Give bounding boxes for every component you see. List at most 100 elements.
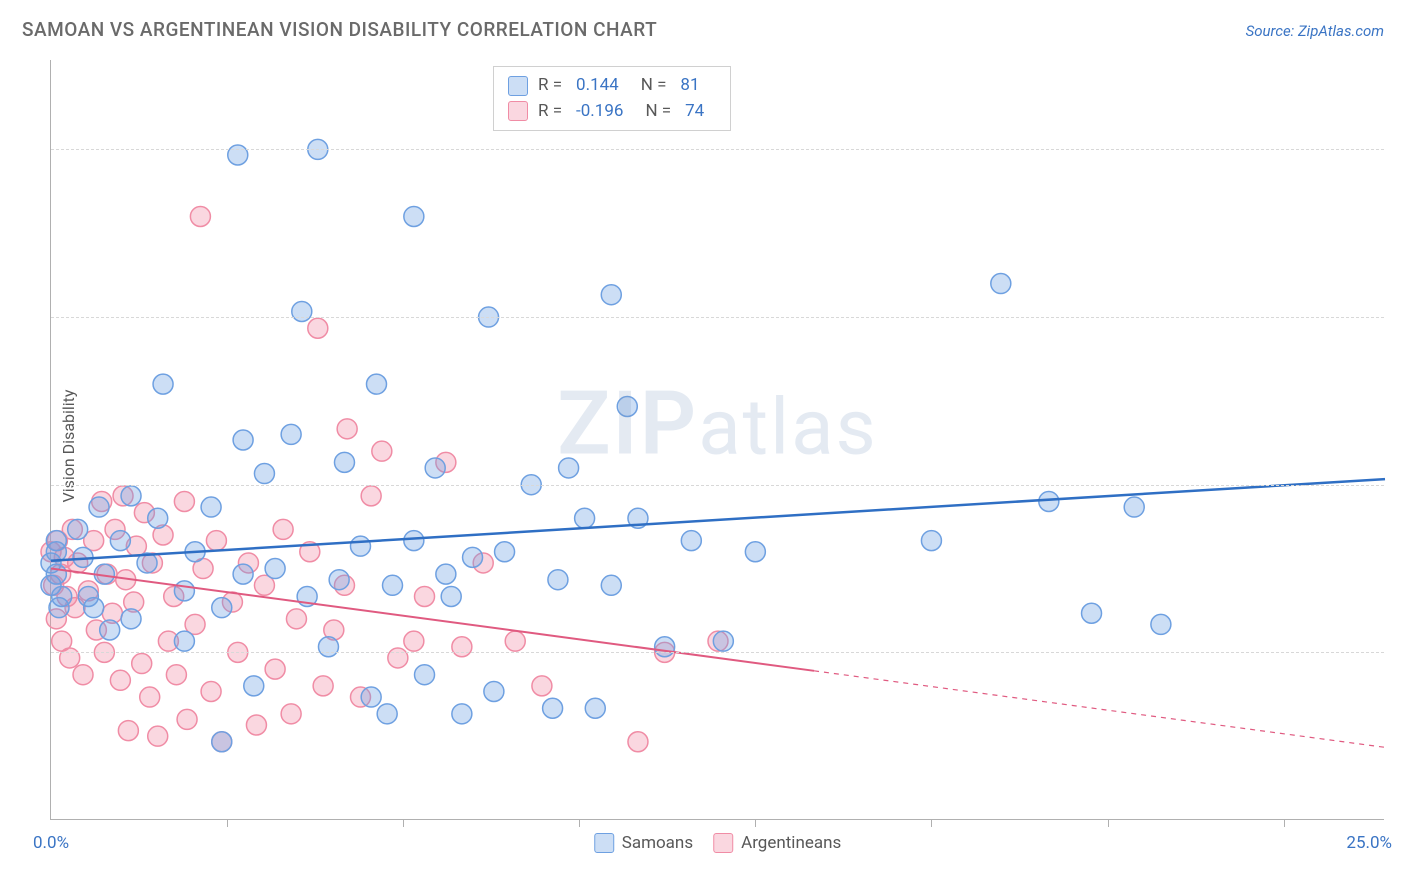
y-tick-label: 6.0% (1394, 139, 1406, 159)
scatter-point (73, 665, 93, 685)
scatter-point (921, 531, 941, 551)
scatter-point (1039, 491, 1059, 511)
scatter-point (559, 458, 579, 478)
trendline-solid (51, 569, 814, 671)
chart-container: SAMOAN VS ARGENTINEAN VISION DISABILITY … (0, 0, 1406, 892)
scatter-point (1151, 614, 1171, 634)
scatter-point (425, 458, 445, 478)
scatter-point (441, 586, 461, 606)
scatter-point (273, 519, 293, 539)
x-tick-mark (403, 819, 404, 827)
scatter-point (110, 531, 130, 551)
scatter-point (383, 575, 403, 595)
scatter-point (681, 531, 701, 551)
scatter-point (628, 732, 648, 752)
scatter-point (334, 452, 354, 472)
scatter-point (372, 441, 392, 461)
scatter-point (484, 681, 504, 701)
scatter-point (84, 598, 104, 618)
scatter-point (388, 648, 408, 668)
scatter-point (153, 374, 173, 394)
scatter-point (254, 464, 274, 484)
gridline-h (51, 149, 1384, 150)
r-value-argentineans: -0.196 (576, 99, 623, 125)
gridline-h (51, 485, 1384, 486)
scatter-point (601, 575, 621, 595)
scatter-point (286, 609, 306, 629)
scatter-point (201, 497, 221, 517)
scatter-point (46, 564, 66, 584)
scatter-point (617, 396, 637, 416)
r-label: R = (538, 99, 562, 125)
scatter-point (140, 687, 160, 707)
scatter-point (174, 631, 194, 651)
scatter-point (377, 704, 397, 724)
scatter-point (308, 318, 328, 338)
scatter-point (404, 531, 424, 551)
scatter-point (361, 687, 381, 707)
n-value-samoans: 81 (680, 73, 699, 99)
scatter-point (543, 698, 563, 718)
r-label: R = (538, 73, 562, 99)
scatter-point (337, 419, 357, 439)
correlation-legend: R = 0.144 N = 81 R = -0.196 N = 74 (493, 66, 731, 131)
series-legend: Samoans Argentineans (594, 833, 842, 853)
scatter-point (148, 726, 168, 746)
x-tick-mark (579, 819, 580, 827)
scatter-point (415, 586, 435, 606)
scatter-point (350, 536, 370, 556)
scatter-point (313, 676, 333, 696)
scatter-point (585, 698, 605, 718)
scatter-point (233, 564, 253, 584)
trendline-dashed (814, 671, 1385, 748)
scatter-point (1124, 497, 1144, 517)
y-tick-label: 3.0% (1394, 475, 1406, 495)
scatter-point (292, 301, 312, 321)
scatter-point (436, 564, 456, 584)
scatter-point (575, 508, 595, 528)
swatch-icon (594, 833, 614, 853)
y-tick-label: 1.5% (1394, 642, 1406, 662)
legend-item-argentineans: Argentineans (713, 833, 841, 853)
scatter-point (548, 570, 568, 590)
scatter-point (601, 285, 621, 305)
scatter-point (281, 704, 301, 724)
scatter-point (404, 206, 424, 226)
scatter-point (60, 648, 80, 668)
scatter-plot-svg (51, 60, 1384, 819)
scatter-point (100, 620, 120, 640)
r-value-samoans: 0.144 (576, 73, 619, 99)
swatch-argentineans (508, 101, 528, 121)
scatter-point (745, 542, 765, 562)
n-label: N = (641, 73, 667, 99)
x-axis-min-label: 0.0% (33, 833, 69, 853)
scatter-point (246, 715, 266, 735)
scatter-point (68, 519, 88, 539)
y-tick-label: 4.5% (1394, 307, 1406, 327)
gridline-h (51, 317, 1384, 318)
scatter-point (655, 637, 675, 657)
scatter-point (318, 637, 338, 657)
x-tick-mark (1284, 819, 1285, 827)
scatter-point (991, 274, 1011, 294)
x-tick-mark (1108, 819, 1109, 827)
scatter-point (206, 531, 226, 551)
trendline-solid (51, 479, 1385, 561)
scatter-point (713, 631, 733, 651)
scatter-point (505, 631, 525, 651)
legend-row-samoans: R = 0.144 N = 81 (508, 73, 716, 99)
scatter-point (361, 486, 381, 506)
plot-area: R = 0.144 N = 81 R = -0.196 N = 74 ZIPat… (50, 60, 1384, 820)
scatter-point (110, 670, 130, 690)
source-name: ZipAtlas.com (1298, 22, 1384, 40)
header: SAMOAN VS ARGENTINEAN VISION DISABILITY … (0, 0, 1406, 49)
x-tick-mark (931, 819, 932, 827)
scatter-point (166, 665, 186, 685)
source-prefix: Source: (1246, 22, 1298, 40)
scatter-point (452, 704, 472, 724)
scatter-point (281, 424, 301, 444)
chart-title: SAMOAN VS ARGENTINEAN VISION DISABILITY … (22, 18, 657, 41)
source-attribution: Source: ZipAtlas.com (1246, 22, 1384, 40)
scatter-point (495, 542, 515, 562)
scatter-point (148, 508, 168, 528)
